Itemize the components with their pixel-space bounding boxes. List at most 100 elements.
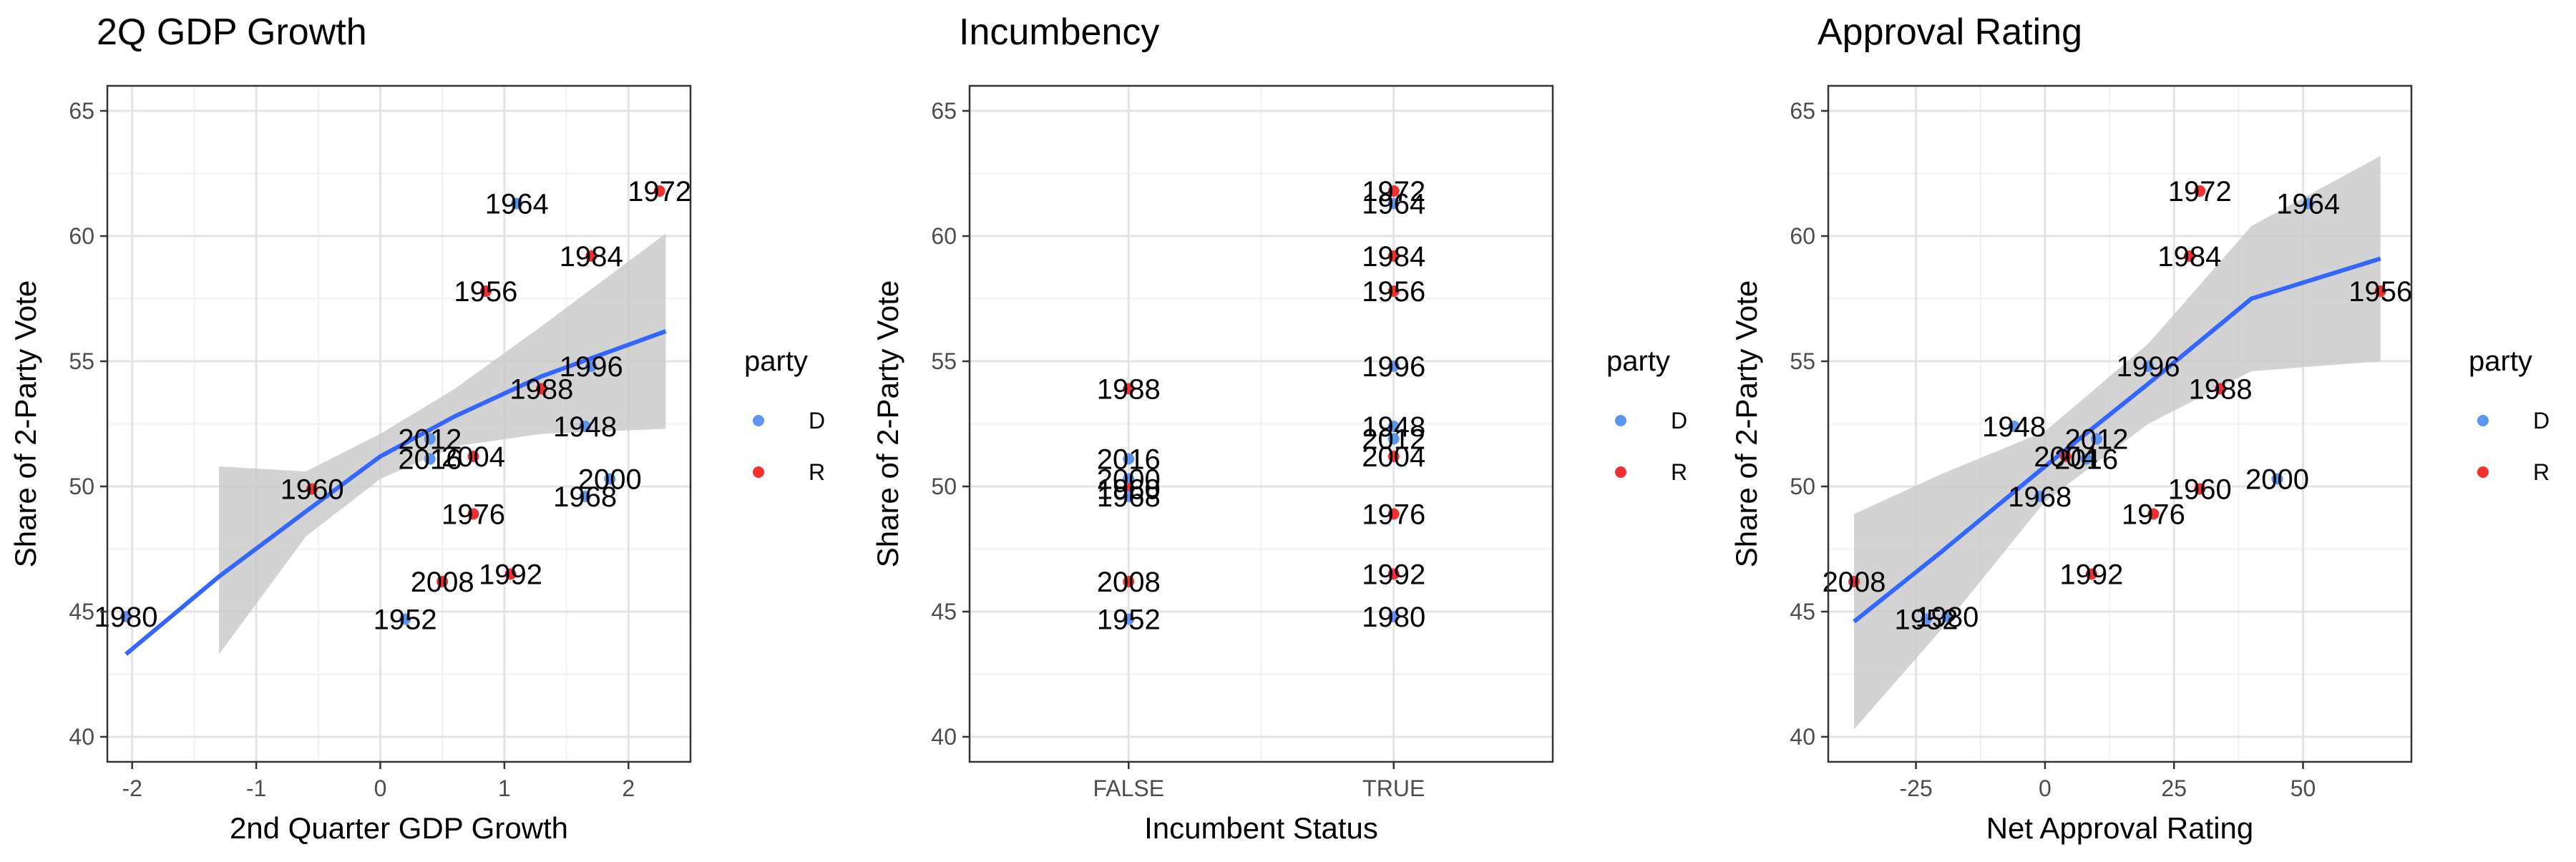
y-axis-label: Share of 2-Party Vote xyxy=(871,280,904,568)
regression-line xyxy=(125,329,667,656)
point-label-1996: 1996 xyxy=(1362,351,1425,383)
y-tick-label: 45 xyxy=(931,599,957,625)
y-tick-label: 40 xyxy=(1790,724,1815,750)
point-label-1984: 1984 xyxy=(2157,241,2221,273)
point-label-1948: 1948 xyxy=(1362,411,1425,443)
point-label-2012: 2012 xyxy=(1362,424,1425,456)
data-point-2000 xyxy=(2271,473,2283,485)
point-label-1964: 1964 xyxy=(1362,189,1425,220)
y-tick-label: 65 xyxy=(69,98,94,124)
x-tick-label: -25 xyxy=(1899,775,1932,801)
data-point-1976 xyxy=(1387,508,1400,520)
data-point-1996 xyxy=(1387,361,1400,372)
point-label-1988: 1988 xyxy=(2189,374,2253,406)
y-tick-label: 45 xyxy=(1790,599,1815,625)
legend-title: party xyxy=(1606,346,1670,377)
legend-label-D: D xyxy=(1671,408,1687,434)
point-label-1976: 1976 xyxy=(2122,499,2185,531)
x-tick-label: TRUE xyxy=(1362,775,1425,801)
chart-title: Approval Rating xyxy=(1818,11,2082,53)
x-tick-label: 50 xyxy=(2290,775,2316,801)
point-label-1992: 1992 xyxy=(2059,559,2123,591)
legend-label-R: R xyxy=(2533,459,2550,485)
chart-title: 2Q GDP Growth xyxy=(97,11,367,53)
point-label-1984: 1984 xyxy=(560,241,623,273)
x-axis-label: Incumbent Status xyxy=(1144,811,1378,845)
point-label-1960: 1960 xyxy=(1097,474,1161,506)
point-label-1980: 1980 xyxy=(1915,602,1979,633)
legend-key-D xyxy=(1615,415,1626,426)
legend-key-R xyxy=(753,466,764,478)
x-tick-label: FALSE xyxy=(1093,775,1164,801)
y-tick-label: 55 xyxy=(69,348,94,374)
point-label-1956: 1956 xyxy=(2348,276,2412,308)
data-point-1972 xyxy=(2194,185,2206,197)
y-tick-label: 60 xyxy=(931,223,957,249)
point-label-2012: 2012 xyxy=(398,424,462,456)
y-tick-label: 40 xyxy=(931,724,957,750)
data-point-2004 xyxy=(1387,451,1400,462)
data-point-1968 xyxy=(1123,491,1135,502)
y-tick-label: 55 xyxy=(931,348,957,374)
legend-label-D: D xyxy=(809,408,825,434)
plot-border xyxy=(968,84,1554,763)
y-tick-label: 45 xyxy=(69,599,94,625)
point-label-1972: 1972 xyxy=(628,176,691,207)
y-tick-label: 50 xyxy=(931,474,957,499)
data-point-1988 xyxy=(2215,383,2227,395)
point-label-1980: 1980 xyxy=(94,602,158,633)
data-point-1956 xyxy=(479,285,492,297)
point-label-2000: 2000 xyxy=(1097,464,1161,496)
data-point-1972 xyxy=(1387,185,1400,197)
y-tick-label: 65 xyxy=(1790,98,1815,124)
legend-key-D xyxy=(2477,415,2489,426)
point-label-1948: 1948 xyxy=(1982,411,2046,443)
point-label-1988: 1988 xyxy=(1097,374,1161,406)
y-axis-label: Share of 2-Party Vote xyxy=(9,280,42,568)
point-label-1968: 1968 xyxy=(553,481,617,513)
point-label-2000: 2000 xyxy=(2245,464,2309,496)
point-label-2004: 2004 xyxy=(441,441,505,473)
data-point-1984 xyxy=(585,250,597,262)
y-tick-label: 50 xyxy=(69,474,94,499)
plot-border xyxy=(1827,84,2413,763)
legend-key-R xyxy=(1615,466,1626,478)
point-label-1964: 1964 xyxy=(2276,189,2340,220)
data-point-1992 xyxy=(2085,568,2097,580)
data-point-1964 xyxy=(1387,197,1400,210)
data-point-2012 xyxy=(424,433,436,445)
confidence-band xyxy=(219,233,666,655)
data-point-1988 xyxy=(1123,383,1135,395)
x-tick-label: -2 xyxy=(122,775,142,801)
data-point-2016 xyxy=(424,453,436,465)
data-point-2008 xyxy=(436,576,449,587)
data-point-1956 xyxy=(2374,285,2386,297)
data-point-1984 xyxy=(1387,250,1400,262)
point-label-1952: 1952 xyxy=(374,604,437,636)
data-point-2012 xyxy=(2091,433,2103,445)
point-label-2016: 2016 xyxy=(398,444,462,476)
point-label-1968: 1968 xyxy=(1097,481,1161,513)
data-point-2004 xyxy=(2059,451,2072,462)
point-label-2008: 2008 xyxy=(1097,567,1161,598)
data-point-2000 xyxy=(604,473,616,485)
point-label-1952: 1952 xyxy=(1097,604,1161,636)
y-tick-label: 40 xyxy=(69,724,94,750)
point-label-1980: 1980 xyxy=(1362,602,1425,633)
legend-label-R: R xyxy=(1671,459,1687,485)
regression-line xyxy=(1853,256,2381,624)
plot-border xyxy=(106,84,692,763)
data-point-1980 xyxy=(120,611,132,622)
data-point-2008 xyxy=(1123,576,1135,587)
data-point-1960 xyxy=(306,483,318,495)
data-point-2016 xyxy=(2080,453,2092,465)
point-label-2008: 2008 xyxy=(1823,567,1886,598)
data-point-1976 xyxy=(2147,508,2160,520)
x-axis-label: 2nd Quarter GDP Growth xyxy=(230,811,568,845)
legend-label-R: R xyxy=(809,459,825,485)
point-label-1976: 1976 xyxy=(441,499,505,531)
point-label-1996: 1996 xyxy=(560,351,623,383)
y-tick-label: 65 xyxy=(931,98,957,124)
data-point-1996 xyxy=(2142,361,2155,372)
